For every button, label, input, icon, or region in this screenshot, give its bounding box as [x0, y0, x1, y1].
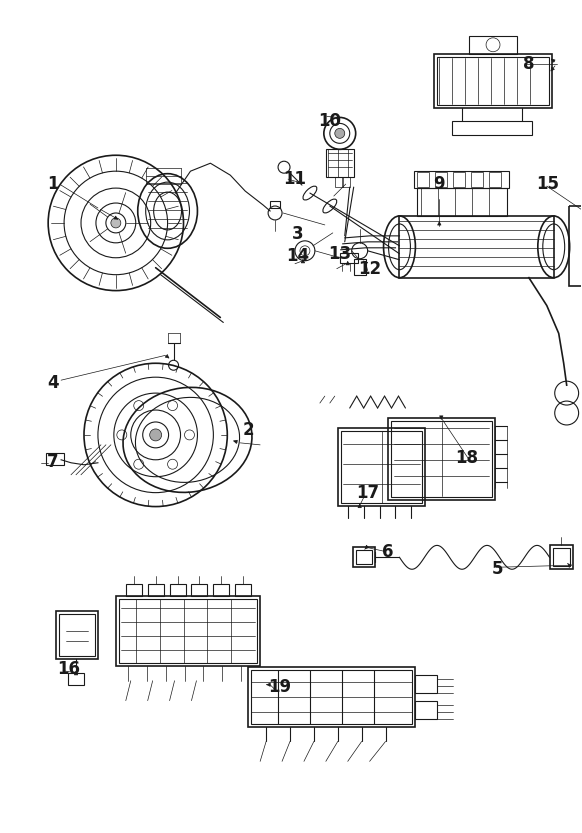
Bar	[56, 611, 98, 659]
Bar	[235, 584, 251, 596]
Bar	[251, 670, 413, 724]
Text: 17: 17	[356, 484, 379, 501]
Bar	[437, 57, 549, 106]
Text: 19: 19	[268, 678, 292, 696]
Circle shape	[150, 429, 162, 441]
Bar	[416, 675, 437, 693]
Bar	[354, 259, 365, 275]
Bar	[414, 171, 509, 188]
Text: 3: 3	[292, 225, 304, 243]
Bar	[453, 172, 465, 187]
Text: 10: 10	[318, 112, 341, 131]
Bar	[338, 428, 425, 506]
Bar	[469, 36, 517, 54]
Bar	[417, 188, 507, 216]
Text: 18: 18	[456, 449, 478, 466]
Bar	[353, 547, 375, 567]
Bar	[549, 546, 573, 569]
Bar	[388, 418, 495, 500]
Text: 11: 11	[283, 170, 307, 188]
Text: 6: 6	[382, 543, 393, 561]
Bar	[417, 172, 430, 187]
Bar	[341, 431, 423, 502]
Bar	[270, 201, 280, 208]
Bar	[340, 252, 358, 262]
Bar	[356, 551, 372, 564]
Bar	[248, 666, 416, 726]
Bar	[434, 54, 552, 108]
Bar	[399, 216, 553, 277]
Text: 9: 9	[434, 175, 445, 193]
Bar	[342, 177, 350, 187]
Bar	[391, 421, 492, 496]
Bar	[119, 599, 257, 663]
Text: 12: 12	[358, 260, 381, 277]
Text: 14: 14	[286, 247, 310, 265]
Text: 8: 8	[523, 55, 535, 72]
Bar	[191, 584, 207, 596]
Text: 1: 1	[47, 175, 59, 193]
Bar	[46, 453, 64, 465]
Bar	[552, 548, 570, 566]
Bar	[148, 584, 164, 596]
Text: 15: 15	[536, 175, 559, 193]
Bar	[214, 584, 229, 596]
Bar	[68, 673, 84, 685]
Bar	[335, 177, 343, 187]
Circle shape	[111, 218, 121, 228]
Bar	[116, 596, 260, 666]
Bar	[416, 701, 437, 719]
Bar	[489, 172, 501, 187]
Bar	[169, 584, 186, 596]
Text: 16: 16	[58, 660, 80, 678]
Text: 4: 4	[47, 374, 59, 392]
Bar	[452, 122, 532, 135]
Bar	[435, 172, 447, 187]
Bar	[126, 584, 141, 596]
Text: 13: 13	[328, 245, 352, 262]
Circle shape	[335, 128, 345, 138]
Bar	[59, 614, 95, 656]
Text: 5: 5	[491, 561, 503, 578]
Bar	[471, 172, 483, 187]
Text: 2: 2	[242, 421, 254, 439]
Text: 7: 7	[47, 453, 59, 471]
Bar	[326, 149, 354, 177]
